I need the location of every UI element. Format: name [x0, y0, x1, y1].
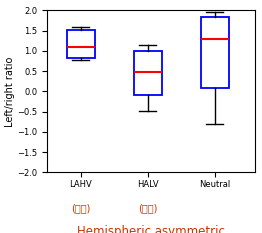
Bar	[67, 30, 95, 58]
Bar	[134, 51, 162, 96]
Text: (부정): (부정)	[138, 203, 157, 213]
Text: Hemispheric asymmetric: Hemispheric asymmetric	[77, 225, 225, 233]
Text: (음정): (음정)	[71, 203, 90, 213]
Bar	[201, 17, 229, 88]
Y-axis label: Left/right ratio: Left/right ratio	[4, 56, 14, 127]
